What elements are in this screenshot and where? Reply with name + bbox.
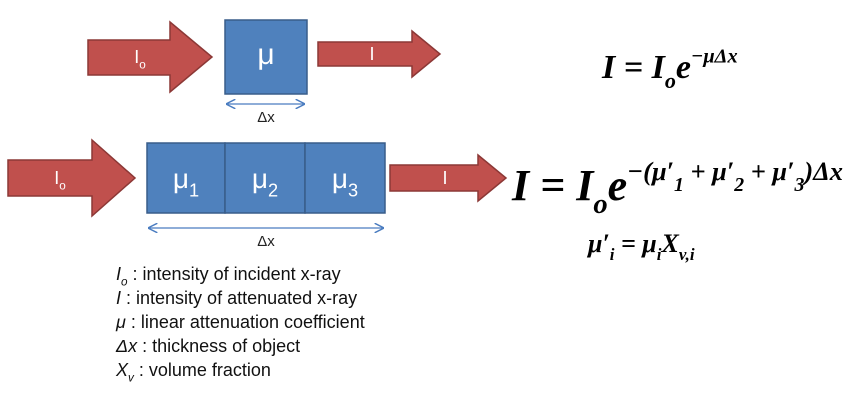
text-segment: I	[116, 264, 121, 284]
text-segment: X	[115, 360, 129, 380]
text-segment: v,i	[679, 245, 695, 264]
text-segment: I = I	[601, 49, 667, 86]
legend-item: I : intensity of attenuated x-ray	[116, 288, 357, 308]
box-label: μ1	[173, 163, 199, 200]
text-segment: I = I	[511, 161, 595, 210]
text-segment: −μΔx	[691, 46, 738, 68]
width-label: Δx	[257, 109, 275, 126]
arrow-label: Io	[134, 47, 146, 71]
text-segment: μ	[115, 312, 126, 332]
text-segment: 3	[794, 174, 805, 196]
output-arrow	[389, 153, 508, 203]
text-segment: : volume fraction	[134, 360, 271, 380]
legend-item: Xv : volume fraction	[115, 360, 271, 384]
width-label: Δx	[257, 233, 275, 250]
text-segment: i	[657, 245, 662, 264]
text-segment: 2	[268, 180, 278, 200]
text-segment: : intensity of incident x-ray	[128, 264, 341, 284]
text-segment: X	[660, 229, 679, 258]
object-box	[224, 142, 306, 214]
arrow-label: I	[369, 44, 374, 64]
text-segment: μ	[252, 163, 268, 194]
text-segment: I	[442, 168, 447, 188]
text-segment: e	[608, 161, 628, 210]
equation: I = Ioe−μΔx	[601, 46, 738, 93]
text-segment: I	[369, 44, 374, 64]
legend-item: Δx : thickness of object	[115, 336, 300, 356]
text-segment: v	[128, 371, 135, 384]
text-segment: −(	[627, 156, 654, 186]
text-segment: I	[116, 288, 121, 308]
legend-item: Io : intensity of incident x-ray	[116, 264, 341, 288]
text-segment: i	[610, 245, 615, 264]
text-segment: 1	[674, 174, 684, 196]
text-segment: : thickness of object	[137, 336, 300, 356]
text-segment: +	[744, 156, 772, 186]
text-segment: μ′	[710, 156, 734, 186]
text-segment: o	[139, 58, 146, 71]
text-segment: )Δx	[802, 156, 843, 186]
text-segment: μ′	[586, 229, 610, 258]
object-box	[304, 142, 386, 214]
text-segment: μ	[332, 163, 348, 194]
box-label: μ2	[252, 163, 278, 200]
text-segment: μ	[173, 163, 189, 194]
text-segment: 2	[733, 174, 744, 196]
object-box	[224, 19, 308, 95]
text-segment: e	[676, 49, 691, 86]
text-segment: Δx	[257, 233, 275, 250]
object-box	[146, 142, 226, 214]
text-segment: 3	[348, 180, 358, 200]
equation: μ′i = μiXv,i	[586, 229, 695, 264]
legend-item: μ : linear attenuation coefficient	[115, 312, 365, 332]
text-segment: o	[593, 189, 607, 220]
text-segment: o	[121, 275, 128, 288]
text-segment: o	[665, 68, 676, 93]
text-segment: I	[134, 47, 139, 67]
text-segment: : linear attenuation coefficient	[126, 312, 365, 332]
arrow-label: Io	[54, 168, 66, 192]
text-segment: +	[684, 156, 712, 186]
text-segment: 1	[189, 180, 199, 200]
text-segment: Δx	[257, 109, 275, 126]
equation: I = Ioe−(μ′1 + μ′2 + μ′3)Δx	[511, 156, 843, 220]
text-segment: : intensity of attenuated x-ray	[121, 288, 357, 308]
text-segment: μ′	[650, 156, 674, 186]
output-arrow	[317, 29, 442, 79]
text-segment: Δx	[115, 336, 138, 356]
arrow-label: I	[442, 168, 447, 188]
text-segment: μ′	[770, 156, 794, 186]
input-arrow	[87, 20, 214, 94]
text-segment: I	[54, 168, 59, 188]
text-segment: = μ	[614, 229, 656, 258]
box-label: μ3	[332, 163, 358, 200]
input-arrow	[7, 138, 137, 218]
box-label: μ	[257, 38, 274, 71]
text-segment: μ	[257, 38, 274, 71]
text-segment: o	[59, 179, 66, 192]
